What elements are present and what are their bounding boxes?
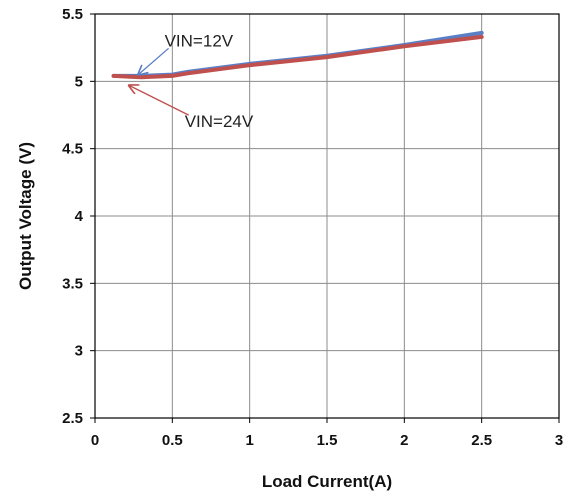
y-tick-label: 4 [75, 208, 84, 225]
x-tick-label: 1.5 [317, 432, 338, 449]
annotation-label: VIN=12V [165, 31, 234, 50]
y-tick-label: 5.5 [62, 6, 83, 23]
y-axis-title: Output Voltage (V) [16, 142, 35, 290]
y-tick-label: 3.5 [62, 275, 83, 292]
x-tick-label: 2 [400, 432, 408, 449]
x-axis-title: Load Current(A) [262, 472, 392, 491]
series-line-vin-24v [111, 34, 484, 80]
x-tick-label: 0 [91, 432, 99, 449]
x-tick-label: 3 [555, 432, 563, 449]
tick-labels: 0 0.5 1 1.5 2 2.5 3 2.5 3 3.5 4 4.5 5 5.5 [62, 6, 563, 449]
x-tick-label: 1 [245, 432, 253, 449]
x-tick-label: 0.5 [162, 432, 183, 449]
annotation-arrow [129, 85, 189, 116]
annotation-arrow [138, 47, 170, 74]
grid [95, 14, 559, 418]
x-tick-label: 2.5 [471, 432, 492, 449]
y-tick-label: 2.5 [62, 410, 83, 427]
y-tick-label: 3 [75, 343, 83, 360]
annotation-label: VIN=24V [185, 112, 254, 131]
y-tick-label: 4.5 [62, 141, 83, 158]
annotations: VIN=12V VIN=24V [129, 31, 254, 131]
y-tick-label: 5 [75, 73, 83, 90]
